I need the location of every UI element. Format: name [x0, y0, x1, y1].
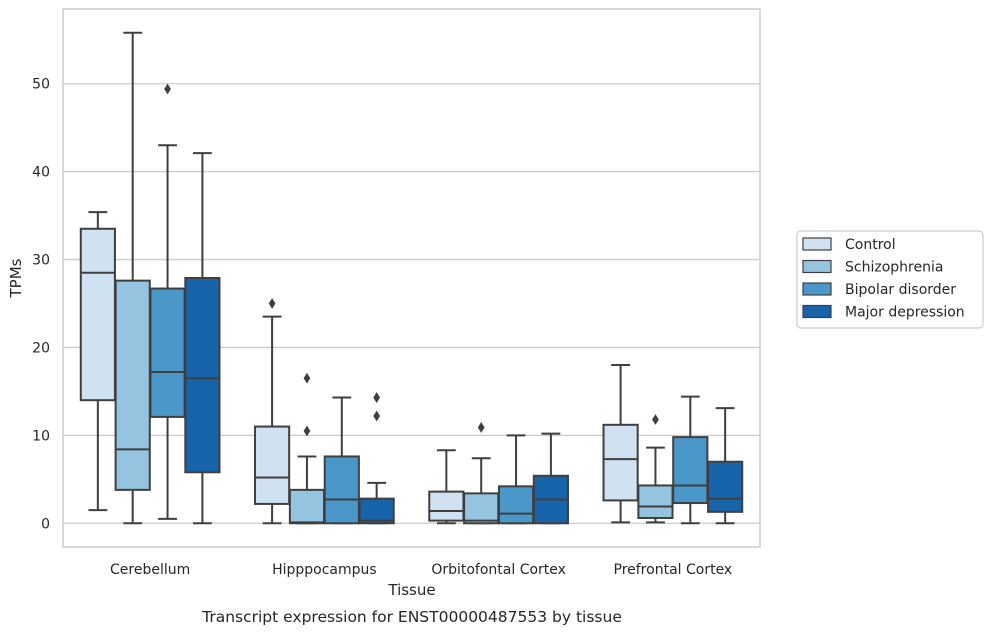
outlier-point — [373, 392, 381, 403]
box-3-1 — [637, 414, 674, 524]
chart-caption: Transcript expression for ENST0000048755… — [201, 608, 622, 626]
box — [707, 460, 744, 513]
legend-label: Bipolar disorder — [845, 282, 956, 298]
box-3-3 — [707, 407, 744, 525]
outlier-point — [652, 414, 659, 425]
box — [184, 277, 221, 474]
x-tick-label: Hipppocampus — [272, 562, 377, 578]
box — [149, 287, 186, 418]
x-tick-labels: Cerebellum Hipppocampus Orbitofontal Corte… — [110, 562, 732, 578]
legend-swatch — [802, 237, 832, 251]
outlier-point — [373, 410, 381, 422]
box-2-0 — [428, 449, 465, 525]
box — [254, 425, 291, 505]
box-1-1 — [288, 372, 326, 525]
legend-frame — [796, 230, 984, 329]
box-0-2 — [149, 83, 186, 520]
box-0-3 — [184, 152, 221, 525]
box — [602, 423, 639, 502]
outlier-point — [268, 298, 276, 309]
y-tick-labels: 0 10 20 30 40 50 — [32, 77, 50, 533]
box-0-0 — [79, 211, 116, 512]
box — [79, 227, 116, 402]
outlier-point — [164, 83, 171, 95]
box — [497, 485, 535, 525]
box — [288, 488, 326, 525]
x-tick-label: Orbitofontal Cortex — [431, 562, 566, 578]
y-axis-label: TPMs — [7, 258, 25, 298]
box — [323, 455, 360, 525]
box-3-2 — [672, 395, 709, 525]
box-1-0 — [254, 298, 291, 525]
box — [114, 279, 151, 491]
box — [672, 436, 709, 505]
y-tick-label: 50 — [32, 77, 50, 93]
outlier-point — [303, 372, 311, 384]
x-tick-label: Prefrontal Cortex — [614, 562, 733, 578]
box — [428, 490, 465, 522]
box-1-3 — [358, 392, 395, 525]
legend-swatch — [802, 259, 832, 274]
box-group — [79, 31, 744, 525]
y-tick-label: 0 — [41, 516, 50, 532]
legend-swatch — [802, 282, 832, 296]
x-tick-label: Cerebellum — [110, 562, 190, 578]
y-tick-label: 20 — [32, 340, 50, 356]
outlier-point — [477, 422, 485, 433]
box-2-3 — [532, 432, 569, 525]
box-2-1 — [463, 422, 500, 525]
box-0-1 — [114, 31, 151, 525]
plot-frame — [62, 8, 761, 548]
box-1-2 — [323, 396, 360, 525]
legend: Control Schizophrenia Bipolar disorder Majo… — [796, 230, 984, 329]
legend-label: Major depression — [845, 305, 965, 321]
x-axis-label: Tissue — [387, 581, 435, 599]
box — [463, 492, 500, 525]
y-tick-label: 30 — [32, 253, 50, 269]
y-tick-label: 40 — [32, 165, 50, 181]
box — [358, 497, 395, 525]
legend-label: Schizophrenia — [845, 260, 943, 276]
legend-label: Control — [845, 237, 896, 253]
outlier-point — [303, 425, 311, 437]
y-tick-label: 10 — [32, 428, 50, 444]
box-2-2 — [497, 434, 535, 525]
legend-swatch — [802, 304, 832, 319]
box-3-0 — [602, 364, 639, 524]
box — [637, 484, 674, 519]
